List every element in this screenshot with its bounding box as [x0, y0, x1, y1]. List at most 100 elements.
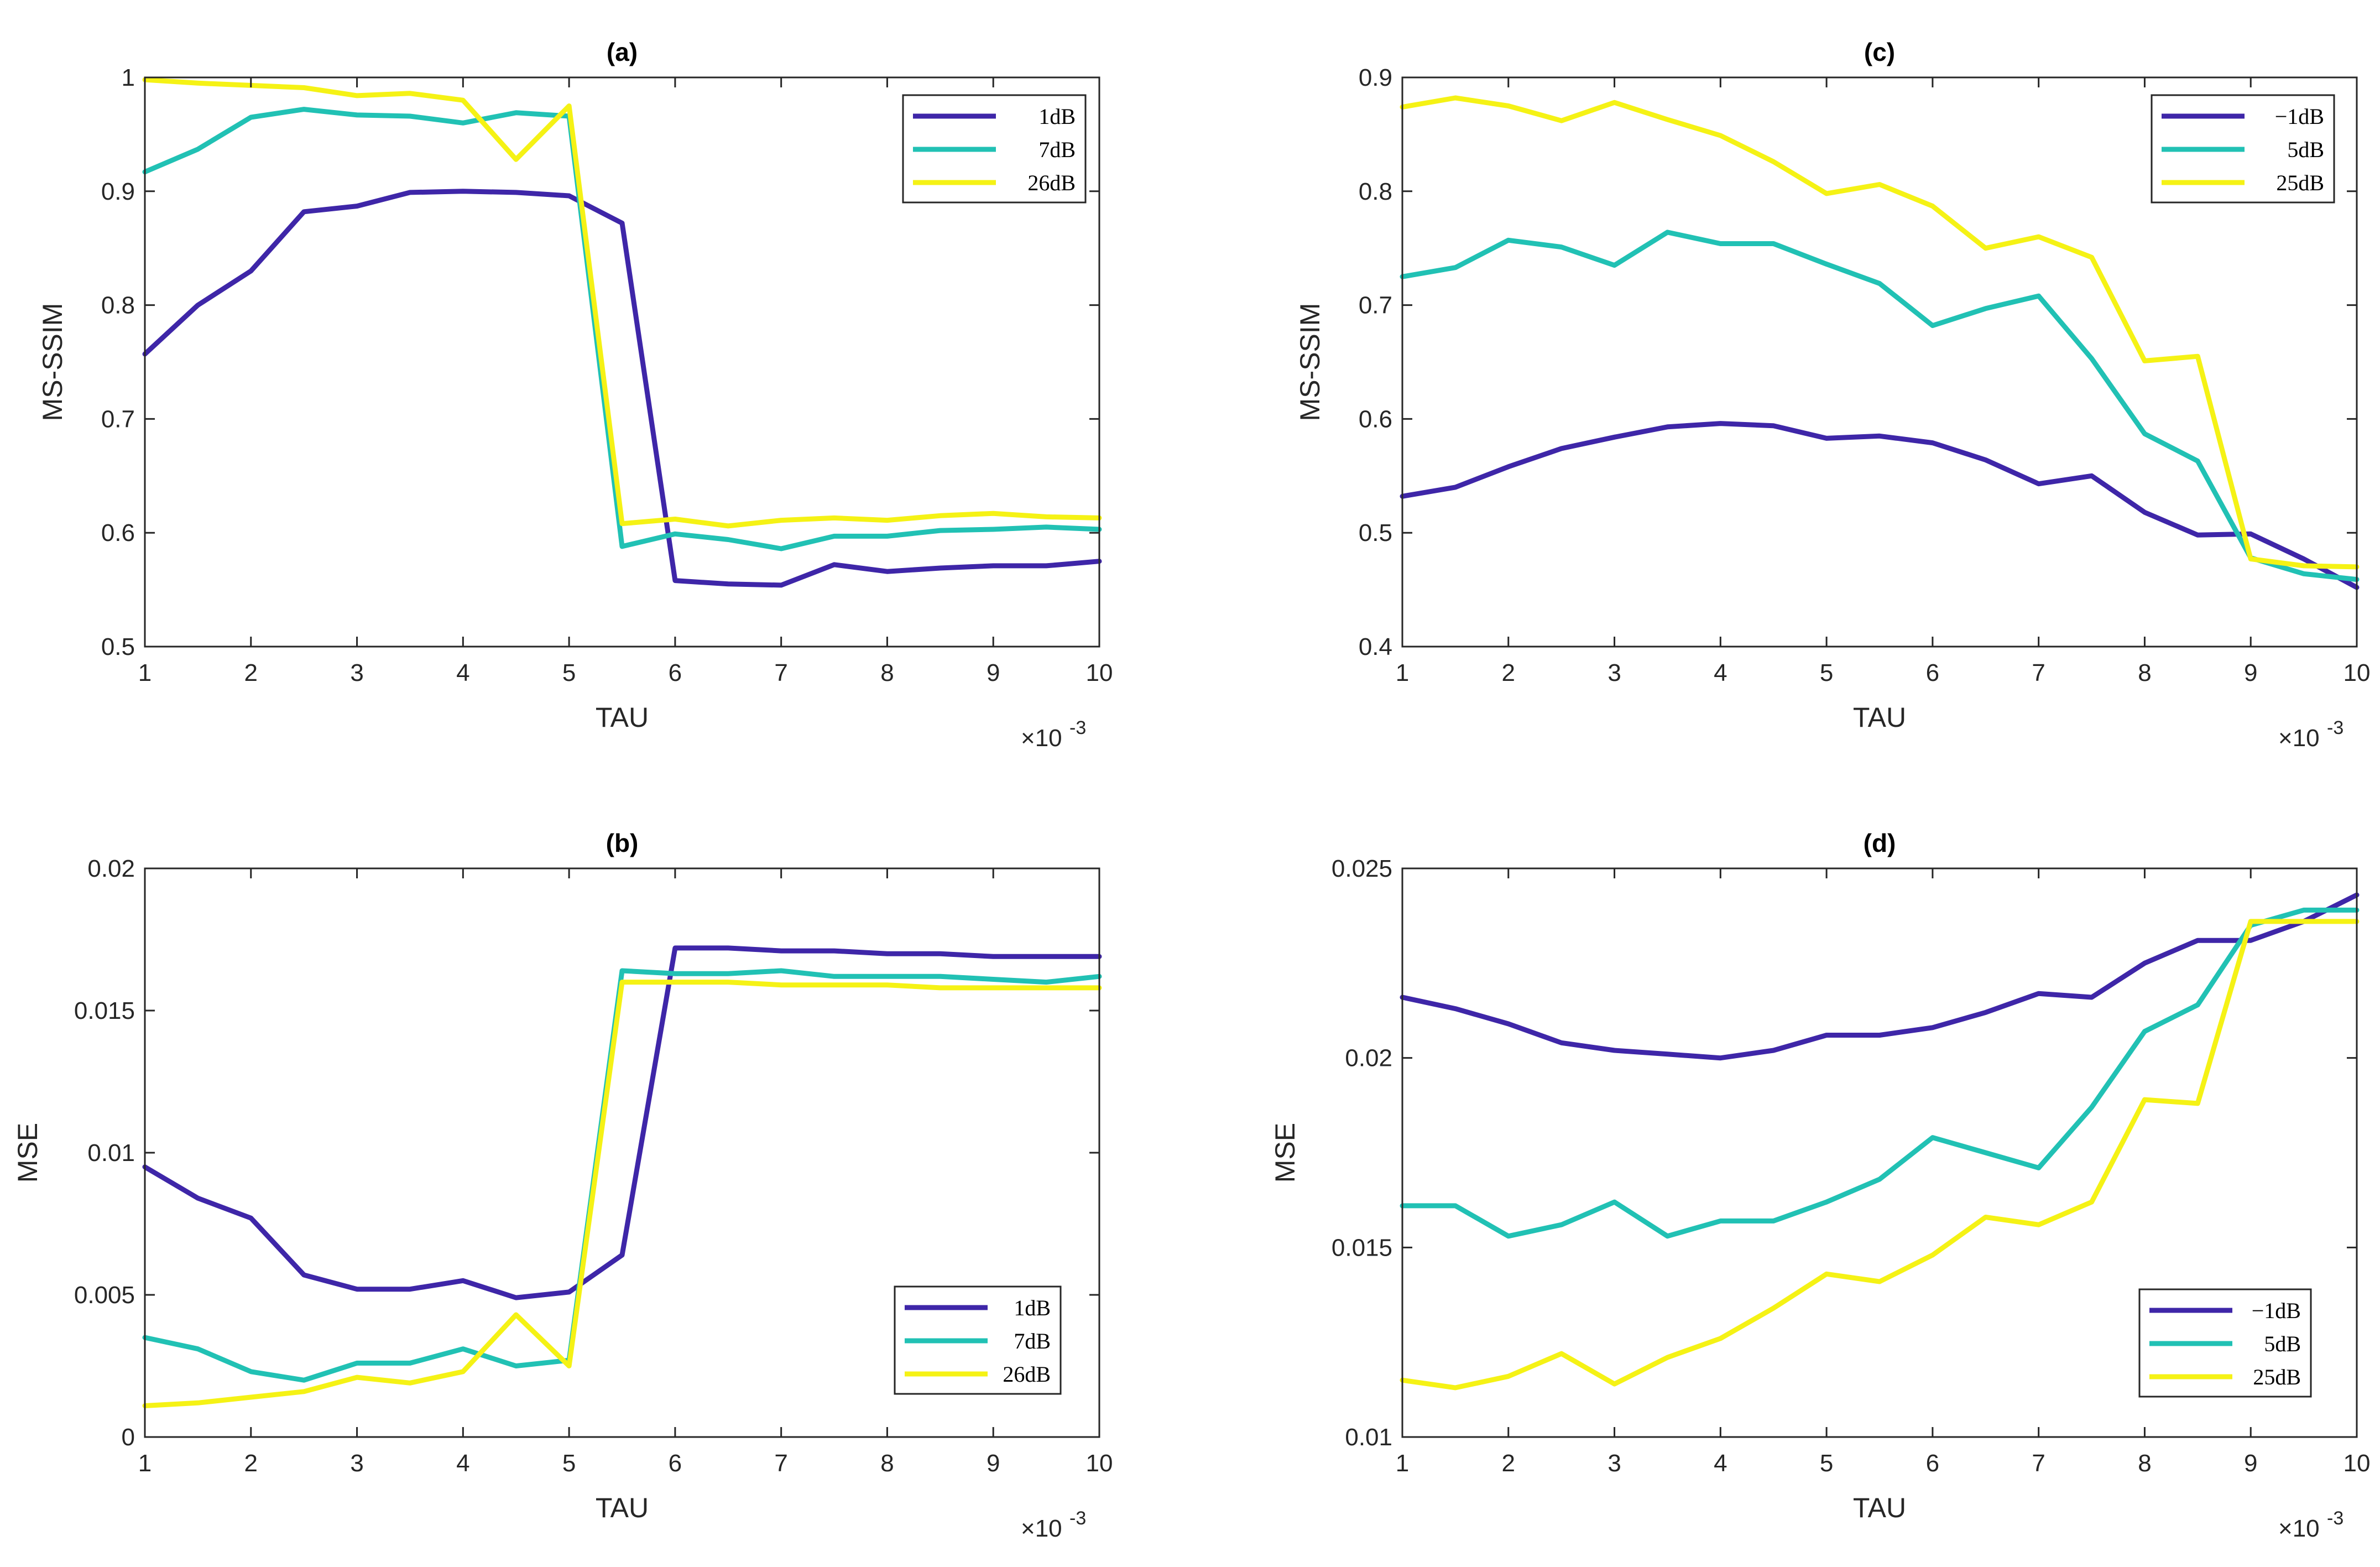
x-tick-label: 4 [1714, 659, 1727, 686]
chart-panel: 1 2 3 4 5 6 7 8 9 10 0 0.005 0.01 0.015 0.02 (b) TAU MSE ×… [12, 829, 1113, 1542]
x-tick-label: 9 [987, 659, 1000, 686]
x-axis-multiplier: ×10 [2278, 1515, 2320, 1542]
x-tick-label: 2 [244, 1450, 258, 1477]
x-tick-label: 1 [1396, 659, 1409, 686]
y-tick-label: 0.01 [1345, 1424, 1392, 1451]
x-axis-multiplier: ×10 [1021, 1515, 1062, 1542]
x-tick-label: 6 [1926, 1450, 1939, 1477]
x-tick-label: 10 [1086, 659, 1113, 686]
x-axis-label: TAU [596, 1492, 649, 1523]
y-axis-label: MS-SSIM [1295, 303, 1325, 421]
x-tick-label: 10 [1086, 1450, 1113, 1477]
x-axis-label: TAU [1853, 702, 1906, 733]
x-tick-label: 7 [774, 1450, 787, 1477]
legend: −1dB 5dB 25dB [2138, 1288, 2312, 1398]
x-tick-label: 4 [456, 659, 469, 686]
x-tick-label: 6 [1926, 659, 1939, 686]
x-tick-label: 3 [1607, 1450, 1621, 1477]
series-line [1400, 95, 2360, 570]
y-tick-label: 0.8 [1359, 178, 1392, 205]
x-axis-multiplier: ×10 [2278, 725, 2320, 752]
series-line [1400, 421, 2360, 590]
x-tick-label: 6 [669, 1450, 682, 1477]
series-line [1400, 230, 2360, 582]
y-tick-label: 0.8 [101, 292, 135, 319]
x-tick-label: 2 [244, 659, 258, 686]
legend: 1dB 7dB 26dB [894, 1285, 1062, 1395]
axes-box [1401, 867, 2358, 1438]
x-tick-label: 8 [2138, 659, 2151, 686]
legend-label: 7dB [1014, 1329, 1051, 1353]
series-line [1400, 892, 2360, 1061]
x-tick-label: 3 [1607, 659, 1621, 686]
y-tick-label: 0.02 [87, 855, 135, 882]
series-line [142, 945, 1102, 1300]
x-tick-label: 8 [2138, 1450, 2151, 1477]
legend: −1dB 5dB 25dB [2151, 94, 2335, 204]
x-tick-label: 5 [562, 1450, 576, 1477]
chart-title: (a) [607, 38, 638, 66]
x-tick-label: 5 [1820, 1450, 1833, 1477]
x-tick-label: 5 [1820, 659, 1833, 686]
axes-box [144, 76, 1100, 648]
y-tick-label: 0.01 [87, 1139, 135, 1167]
legend-label: 25dB [2253, 1365, 2301, 1389]
x-axis-label: TAU [1853, 1492, 1906, 1523]
series-line [1400, 919, 2360, 1391]
x-tick-label: 8 [880, 1450, 894, 1477]
x-tick-label: 2 [1502, 1450, 1515, 1477]
x-tick-label: 7 [2032, 659, 2045, 686]
series-line [142, 107, 1102, 551]
x-tick-label: 4 [1714, 1450, 1727, 1477]
y-tick-label: 0.9 [101, 178, 135, 205]
y-tick-label: 0.5 [1359, 519, 1392, 546]
chart-title: (d) [1864, 829, 1896, 857]
series-line [142, 968, 1102, 1383]
y-tick-label: 0.015 [74, 997, 135, 1024]
chart-panel: 1 2 3 4 5 6 7 8 9 10 0.5 0.6 0.7 0.8 0.9 1 (a) TAU MS-SSIM… [37, 38, 1113, 752]
legend-label: 5dB [2287, 137, 2324, 162]
x-tick-label: 3 [350, 1450, 363, 1477]
x-tick-label: 1 [138, 1450, 152, 1477]
x-tick-label: 3 [350, 659, 363, 686]
x-tick-label: 6 [669, 659, 682, 686]
y-tick-label: 0.7 [1359, 292, 1392, 319]
legend-label: 25dB [2276, 170, 2324, 195]
chart-title: (b) [606, 829, 639, 857]
y-tick-label: 1 [122, 64, 135, 91]
legend-label: −1dB [2275, 104, 2324, 129]
x-tick-label: 10 [2344, 659, 2371, 686]
y-tick-label: 0.015 [1332, 1234, 1392, 1261]
series-line [142, 77, 1102, 529]
legend: 1dB 7dB 26dB [902, 94, 1087, 204]
x-axis-multiplier-exponent: -3 [2327, 1508, 2344, 1529]
x-tick-label: 4 [456, 1450, 469, 1477]
legend-label: 1dB [1038, 104, 1076, 129]
x-axis-multiplier-exponent: -3 [1069, 1508, 1086, 1529]
x-tick-label: 9 [987, 1450, 1000, 1477]
x-tick-label: 5 [562, 659, 576, 686]
y-axis-label: MS-SSIM [37, 303, 68, 421]
y-tick-label: 0.6 [1359, 405, 1392, 433]
legend-label: 26dB [1003, 1362, 1051, 1387]
y-axis-label: MSE [1270, 1123, 1301, 1183]
series-line [142, 980, 1102, 1408]
y-tick-label: 0.005 [74, 1282, 135, 1309]
axes-box [1401, 76, 2358, 648]
y-tick-label: 0.025 [1332, 855, 1392, 882]
chart-title: (c) [1864, 38, 1895, 66]
y-tick-label: 0.02 [1345, 1045, 1392, 1072]
x-tick-label: 9 [2244, 1450, 2257, 1477]
x-tick-label: 7 [774, 659, 787, 686]
series-line [142, 189, 1102, 588]
y-tick-label: 0.7 [101, 405, 135, 433]
legend-label: 1dB [1014, 1295, 1051, 1320]
chart-panel: 1 2 3 4 5 6 7 8 9 10 0.01 0.015 0.02 0.025 (d) TAU MSE ×1… [1270, 829, 2370, 1542]
x-tick-label: 1 [1396, 1450, 1409, 1477]
legend-label: −1dB [2252, 1298, 2301, 1323]
x-tick-label: 8 [880, 659, 894, 686]
x-axis-multiplier-exponent: -3 [1069, 717, 1086, 738]
x-axis-label: TAU [596, 702, 649, 733]
series-line [1400, 907, 2360, 1239]
